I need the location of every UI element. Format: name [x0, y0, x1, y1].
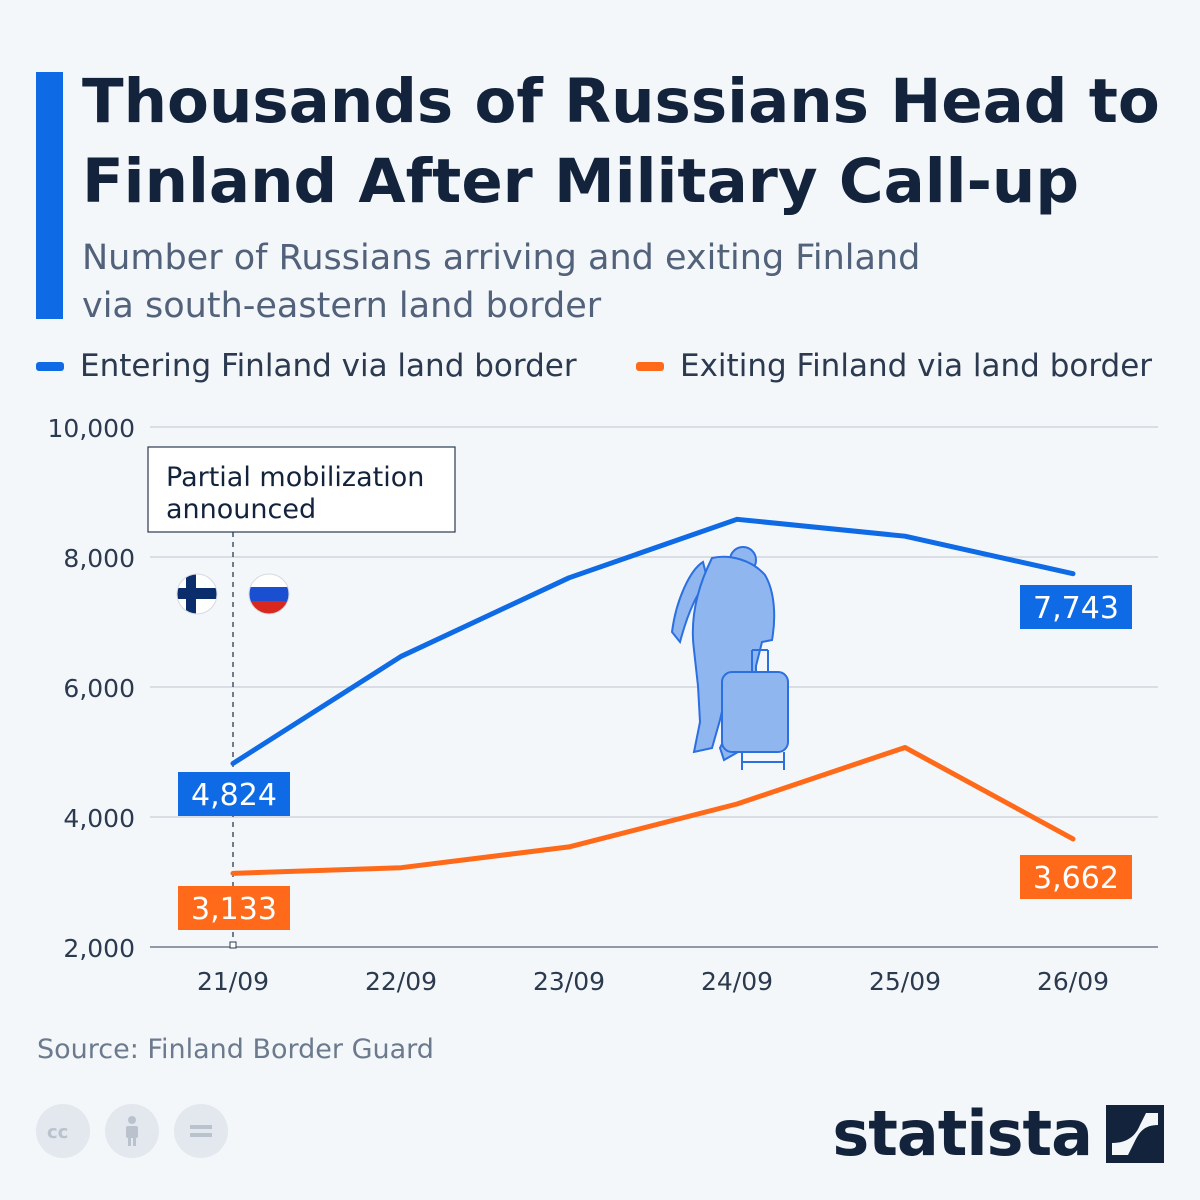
chart-axes: 2,000 4,000 6,000 8,000 10,000 21/09 22/09 23/0… — [48, 414, 1110, 996]
attribution-icon[interactable] — [105, 1104, 159, 1158]
legend-swatch-exiting — [636, 361, 664, 371]
source-note: Source: Finland Border Guard — [37, 1034, 434, 1065]
series-line-exiting — [230, 744, 1076, 876]
chart-value-labels: 4,824 7,743 3,133 3,662 — [178, 585, 1132, 930]
x-tick-label: 23/09 — [533, 967, 605, 996]
mobilization-annotation: Partial mobilization announced — [147, 446, 456, 949]
x-tick-label: 25/09 — [869, 967, 941, 996]
y-tick-label: 4,000 — [63, 804, 135, 833]
chart-subtitle: Number of Russians arriving and exiting … — [82, 238, 921, 326]
svg-text:4,824: 4,824 — [191, 778, 277, 813]
legend-item-exiting: Exiting Finland via land border — [636, 344, 1152, 388]
series-line-entering — [230, 516, 1076, 766]
annotation-anchor — [229, 941, 237, 949]
x-tick-label: 24/09 — [701, 967, 773, 996]
annotation-box — [147, 446, 456, 533]
svg-text:3,662: 3,662 — [1033, 861, 1119, 896]
legend-label-exiting: Exiting Finland via land border — [680, 348, 1153, 384]
finland-flag-icon — [176, 573, 218, 615]
y-tick-label: 8,000 — [63, 544, 135, 573]
chart-series — [230, 516, 1076, 876]
value-label: 4,824 — [178, 772, 290, 816]
value-label: 3,133 — [178, 886, 290, 930]
chart-grid — [150, 426, 1158, 948]
x-tick-label: 22/09 — [365, 967, 437, 996]
svg-text:cc: cc — [47, 1122, 68, 1143]
legend-swatch-entering — [36, 361, 64, 371]
statista-logo-icon — [1106, 1104, 1164, 1163]
legend-item-entering: Entering Finland via land border — [36, 344, 577, 388]
annotation-line-2: announced — [166, 494, 316, 525]
title-accent-bar — [36, 72, 63, 319]
y-tick-label: 10,000 — [48, 414, 135, 443]
x-tick-label: 21/09 — [197, 967, 269, 996]
russia-flag-icon — [248, 573, 290, 615]
legend-label-entering: Entering Finland via land border — [80, 348, 577, 384]
y-tick-label: 6,000 — [63, 674, 135, 703]
svg-text:7,743: 7,743 — [1033, 591, 1119, 626]
x-tick-label: 26/09 — [1037, 967, 1109, 996]
chart-title: Thousands of Russians Head to Finland Af… — [82, 66, 1160, 217]
no-derivatives-icon[interactable] — [174, 1104, 228, 1158]
legend: Entering Finland via land border Exiting… — [36, 344, 1186, 388]
svg-text:3,133: 3,133 — [191, 892, 277, 927]
annotation-line-1: Partial mobilization — [166, 462, 424, 493]
cc-icon[interactable]: cc — [36, 1104, 90, 1158]
statista-brand[interactable]: statista — [832, 1097, 1164, 1170]
traveler-with-suitcase-icon — [670, 546, 789, 770]
value-label: 3,662 — [1020, 855, 1132, 899]
y-tick-label: 2,000 — [63, 934, 135, 963]
statista-wordmark: statista — [832, 1097, 1093, 1170]
license-icons: cc — [36, 1104, 228, 1158]
value-label: 7,743 — [1020, 585, 1132, 629]
